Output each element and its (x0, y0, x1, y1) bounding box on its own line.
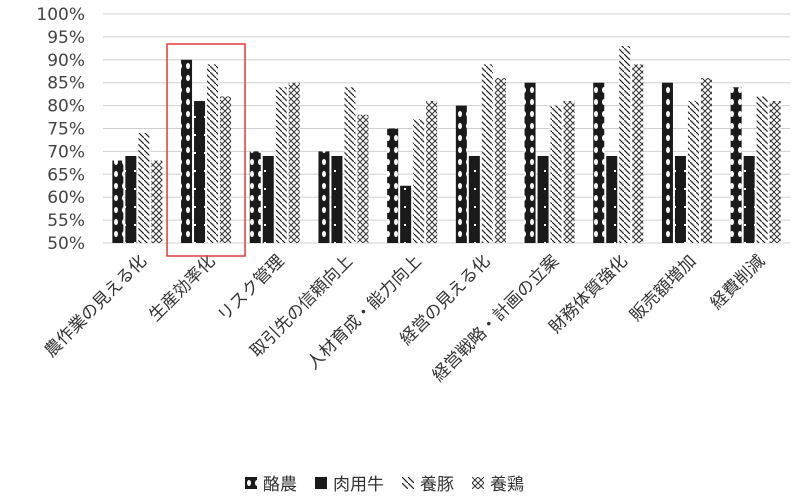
legend-label-dairy: 酪農 (263, 475, 297, 495)
bar-chicken (426, 101, 438, 244)
legend-item-chicken: 養鶏 (472, 470, 524, 495)
bar-chicken (288, 82, 300, 243)
y-tick-label: 75% (47, 120, 85, 140)
bar-dairy (112, 160, 124, 243)
legend-swatch-pork (402, 476, 414, 489)
bar-chicken (769, 101, 781, 244)
bar-dairy (455, 105, 467, 243)
bar-dairy (181, 59, 193, 243)
y-tick-label: 85% (47, 74, 85, 94)
bar-dairy (524, 82, 536, 243)
bar-dairy (593, 82, 605, 243)
bar-pork (207, 64, 219, 243)
legend-item-pork: 養豚 (402, 470, 454, 495)
bar-pork (619, 46, 631, 244)
bar-pork (344, 87, 356, 243)
x-axis-labels: 農作業の見える化生産効率化リスク管理取引先の信頼向上人材育成・能力向上経営の見え… (41, 251, 769, 385)
x-category-label: 生産効率化 (145, 251, 219, 325)
bar-chicken (220, 96, 232, 243)
y-tick-label: 95% (47, 28, 85, 48)
bar-dairy (730, 87, 742, 243)
y-tick-label: 65% (47, 165, 85, 185)
bar-pork (550, 105, 562, 243)
bar-beef (537, 155, 549, 243)
legend-swatch-beef (315, 476, 327, 489)
bar-beef (125, 155, 137, 243)
bar-chicken (357, 114, 369, 243)
x-category-label: 農作業の見える化 (41, 251, 151, 361)
legend-item-dairy: 酪農 (245, 470, 297, 495)
x-category-label: 販売額増加 (626, 251, 700, 325)
bar-pork (275, 87, 287, 243)
bar-pork (413, 119, 425, 243)
bar-beef (262, 155, 274, 243)
bar-beef (194, 101, 206, 244)
bar-dairy (387, 128, 399, 243)
y-tick-label: 90% (47, 51, 85, 71)
bar-dairy (661, 82, 673, 243)
bar-beef (468, 155, 480, 243)
legend-swatch-dairy (245, 476, 257, 489)
bar-chicken (494, 78, 506, 244)
bar-pork (756, 96, 768, 243)
legend: 酪農 肉用牛 養豚 養鶏 (245, 470, 524, 495)
bar-chicken (632, 64, 644, 243)
legend-swatch-chicken (472, 476, 484, 489)
bar-pork (687, 101, 699, 244)
bar-dairy (249, 151, 261, 243)
x-category-label: 人材育成・能力向上 (303, 251, 425, 373)
y-tick-label: 55% (47, 211, 85, 231)
bar-beef (400, 185, 412, 243)
bar-pork (481, 64, 493, 243)
bar-beef (331, 155, 343, 243)
y-axis-ticks: 50% 55% 60% 65% 70%75% 80% 85% 90% 95% 100% (36, 5, 85, 254)
x-category-label: 経費削減 (707, 251, 769, 313)
legend-label-beef: 肉用牛 (333, 475, 384, 495)
y-tick-label: 50% (47, 234, 85, 254)
bar-chicken (563, 101, 575, 244)
bar-pork (138, 133, 150, 243)
y-tick-label: 70% (47, 142, 85, 162)
y-tick-label: 100% (36, 5, 85, 25)
bar-beef (743, 155, 755, 243)
bar-dairy (318, 151, 330, 243)
x-category-label: リスク管理 (214, 251, 288, 325)
y-tick-label: 80% (47, 97, 85, 117)
legend-item-beef: 肉用牛 (315, 470, 384, 495)
bar-beef (606, 155, 618, 243)
bar-beef (674, 155, 686, 243)
y-tick-label: 60% (47, 188, 85, 208)
legend-label-chicken: 養鶏 (490, 475, 524, 495)
x-category-label: 経営戦略・計画の立案 (429, 251, 563, 385)
bar-chicken (151, 160, 163, 243)
bars (112, 46, 781, 244)
legend-label-pork: 養豚 (420, 475, 454, 495)
bar-chicken (700, 78, 712, 244)
highlight-box (166, 43, 246, 257)
gridlines (103, 13, 790, 244)
